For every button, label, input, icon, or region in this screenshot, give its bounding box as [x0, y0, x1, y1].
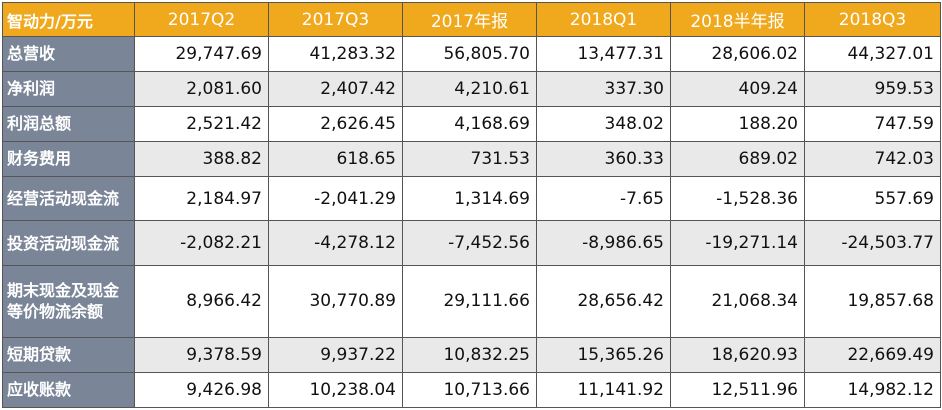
header-row: 智动力/万元 2017Q2 2017Q3 2017年报 2018Q1 2018半…: [2, 2, 941, 37]
table-row: 应收账款 9,426.98 10,238.04 10,713.66 11,141…: [2, 371, 941, 409]
row-label: 经营活动现金流: [2, 175, 135, 222]
column-header: 2017Q2: [134, 2, 269, 37]
table-cell: 689.02: [670, 140, 805, 177]
table-cell: 2,626.45: [268, 105, 403, 142]
table-row: 利润总额 2,521.42 2,626.45 4,168.69 348.02 1…: [2, 105, 941, 142]
table-cell: 557.69: [804, 175, 941, 222]
table-cell: 9,378.59: [134, 336, 269, 373]
row-label: 净利润: [2, 70, 135, 107]
table-cell: 188.20: [670, 105, 805, 142]
table-cell: 29,747.69: [134, 36, 269, 72]
table-cell: 742.03: [804, 140, 941, 177]
table-cell: 56,805.70: [402, 36, 537, 72]
table-row: 净利润 2,081.60 2,407.42 4,210.61 337.30 40…: [2, 70, 941, 107]
table-cell: -4,278.12: [268, 220, 403, 266]
row-label: 利润总额: [2, 105, 135, 142]
table-cell: -8,986.65: [536, 220, 671, 266]
table-cell: 41,283.32: [268, 36, 403, 72]
table-cell: -19,271.14: [670, 220, 805, 266]
row-label: 财务费用: [2, 140, 135, 177]
row-label: 期末现金及现金等价物流余额: [2, 264, 135, 338]
row-label: 总营收: [2, 36, 135, 72]
table-row: 期末现金及现金等价物流余额 8,966.42 30,770.89 29,111.…: [2, 264, 941, 338]
table-cell: -7,452.56: [402, 220, 537, 266]
table-cell: 1,314.69: [402, 175, 537, 222]
table-cell: 348.02: [536, 105, 671, 142]
table-cell: 747.59: [804, 105, 941, 142]
table-cell: 618.65: [268, 140, 403, 177]
corner-label: 智动力/万元: [2, 2, 135, 37]
column-header: 2017Q3: [268, 2, 403, 37]
table-row: 总营收 29,747.69 41,283.32 56,805.70 13,477…: [2, 36, 941, 72]
table-cell: 14,982.12: [804, 371, 941, 409]
table-cell: 15,365.26: [536, 336, 671, 373]
row-label: 应收账款: [2, 371, 135, 409]
table-cell: 10,238.04: [268, 371, 403, 409]
row-label: 短期贷款: [2, 336, 135, 373]
table-cell: 959.53: [804, 70, 941, 107]
column-header: 2017年报: [402, 2, 537, 37]
table-cell: 30,770.89: [268, 264, 403, 338]
table-cell: -2,041.29: [268, 175, 403, 222]
table-cell: 337.30: [536, 70, 671, 107]
table-cell: 19,857.68: [804, 264, 941, 338]
table-cell: 388.82: [134, 140, 269, 177]
table-cell: 12,511.96: [670, 371, 805, 409]
table-cell: 2,407.42: [268, 70, 403, 107]
table-cell: 2,081.60: [134, 70, 269, 107]
table-cell: 21,068.34: [670, 264, 805, 338]
table-cell: 9,937.22: [268, 336, 403, 373]
table-cell: 28,656.42: [536, 264, 671, 338]
table-cell: 10,832.25: [402, 336, 537, 373]
table-cell: -1,528.36: [670, 175, 805, 222]
table-cell: 2,521.42: [134, 105, 269, 142]
table-cell: 13,477.31: [536, 36, 671, 72]
table-cell: 409.24: [670, 70, 805, 107]
table-cell: 28,606.02: [670, 36, 805, 72]
table-cell: 4,168.69: [402, 105, 537, 142]
column-header: 2018半年报: [670, 2, 805, 37]
table-cell: -7.65: [536, 175, 671, 222]
table-cell: 29,111.66: [402, 264, 537, 338]
table-cell: -2,082.21: [134, 220, 269, 266]
table-cell: -24,503.77: [804, 220, 941, 266]
row-label: 投资活动现金流: [2, 220, 135, 266]
table-cell: 731.53: [402, 140, 537, 177]
table-cell: 360.33: [536, 140, 671, 177]
table-cell: 8,966.42: [134, 264, 269, 338]
table-row: 投资活动现金流 -2,082.21 -4,278.12 -7,452.56 -8…: [2, 220, 941, 266]
table-cell: 18,620.93: [670, 336, 805, 373]
table-cell: 44,327.01: [804, 36, 941, 72]
table-cell: 4,210.61: [402, 70, 537, 107]
column-header: 2018Q1: [536, 2, 671, 37]
column-header: 2018Q3: [804, 2, 941, 37]
table-row: 财务费用 388.82 618.65 731.53 360.33 689.02 …: [2, 140, 941, 177]
table-cell: 11,141.92: [536, 371, 671, 409]
table-cell: 9,426.98: [134, 371, 269, 409]
table-row: 短期贷款 9,378.59 9,937.22 10,832.25 15,365.…: [2, 336, 941, 373]
table-cell: 22,669.49: [804, 336, 941, 373]
table-row: 经营活动现金流 2,184.97 -2,041.29 1,314.69 -7.6…: [2, 175, 941, 222]
table-cell: 10,713.66: [402, 371, 537, 409]
table-cell: 2,184.97: [134, 175, 269, 222]
